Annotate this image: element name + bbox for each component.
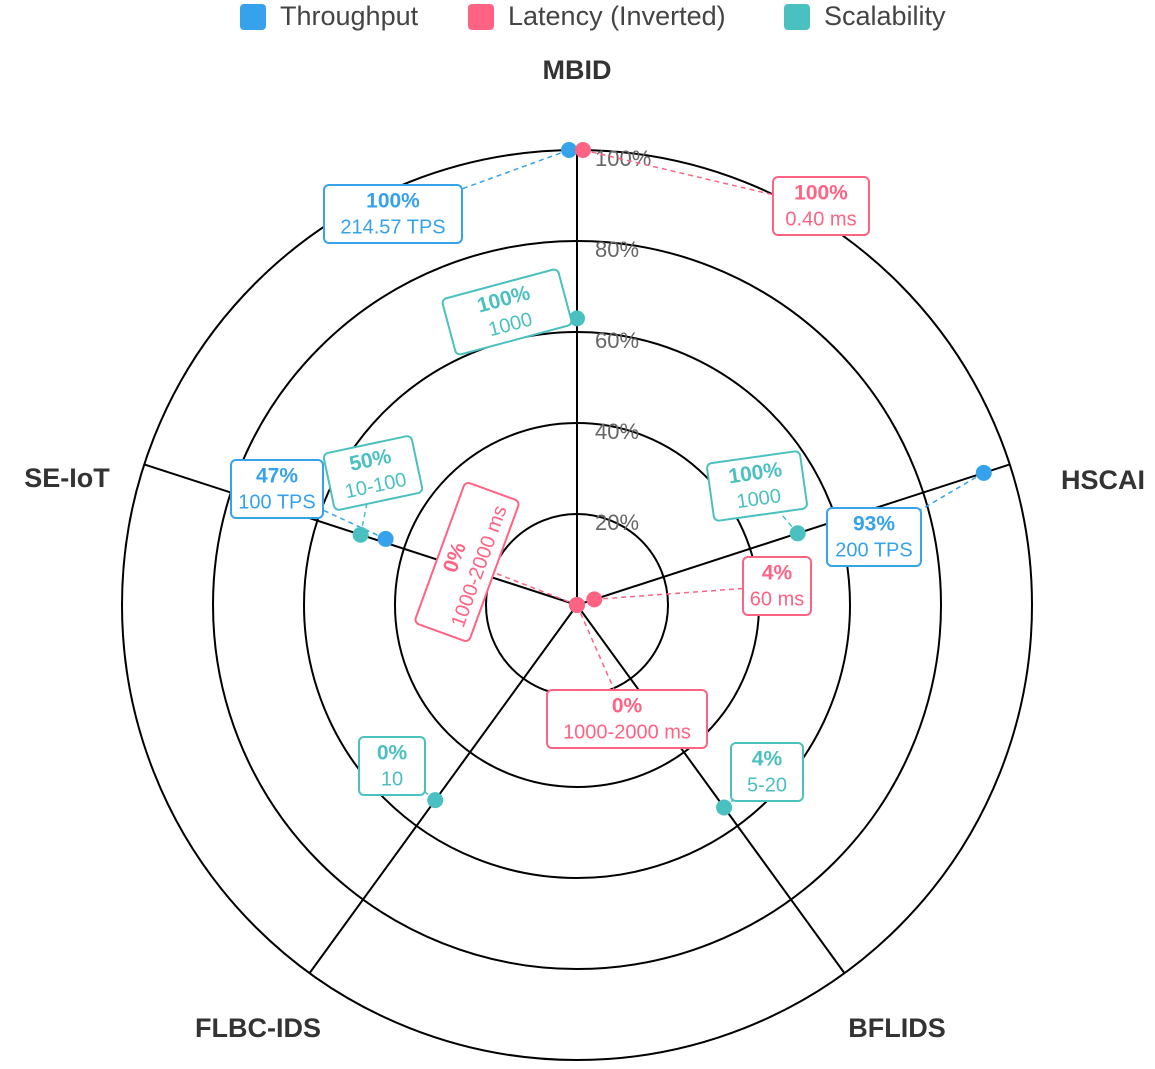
tick-label: 60% [595, 328, 639, 353]
label-box [414, 482, 520, 642]
value-label: 47% 100 TPS [230, 459, 324, 519]
label-detail: 5-20 [747, 774, 787, 796]
leader-line [466, 561, 578, 606]
label-detail: 1000-2000 ms [563, 721, 691, 743]
value-label: 50%10-100 [322, 435, 424, 511]
label-percent: 4% [752, 748, 783, 771]
label-box [730, 742, 804, 802]
value-label: 0% 1000-2000 ms [546, 689, 708, 749]
leader-line [594, 585, 778, 601]
category-label: MBID [543, 55, 612, 85]
data-point [561, 142, 577, 158]
label-percent: 0% [377, 742, 408, 765]
label-percent: 0% [612, 695, 643, 718]
data-point [789, 525, 806, 542]
label-percent: 100% [794, 182, 848, 205]
value-label: 100% 214.57 TPS [323, 184, 463, 244]
tick-label: 100% [595, 146, 651, 171]
label-box [706, 450, 808, 522]
label-box [358, 736, 426, 796]
label-percent: 47% [256, 465, 298, 488]
data-point [377, 530, 394, 547]
legend-label: Throughput [280, 1, 419, 31]
tick-label: 40% [595, 419, 639, 444]
data-point [427, 792, 444, 809]
value-label: 100%1000 [706, 450, 808, 522]
leader-line [582, 149, 822, 207]
label-box [826, 507, 922, 567]
legend-swatch [468, 4, 494, 30]
value-label: 4% 60 ms [742, 556, 812, 616]
value-label: 0%10 [358, 736, 426, 796]
label-percent: 93% [853, 513, 895, 536]
label-percent: 100% [366, 190, 420, 213]
label-detail: 60 ms [750, 588, 804, 610]
label-box [230, 459, 324, 519]
value-label: 4% 5-20 [730, 742, 804, 802]
tick-label: 20% [595, 510, 639, 535]
label-box [441, 268, 573, 356]
category-label: FLBC-IDS [195, 1013, 321, 1043]
legend-swatch [784, 4, 810, 30]
value-label: 0%1000-2000 ms [414, 482, 520, 642]
label-box [772, 176, 870, 236]
data-point [352, 526, 369, 543]
data-point [575, 142, 591, 158]
category-label: SE-IoT [24, 463, 110, 493]
label-box [322, 435, 424, 511]
value-label: 100%1000 [441, 268, 573, 356]
data-point [569, 597, 585, 613]
label-detail: 214.57 TPS [340, 216, 445, 238]
label-box [742, 556, 812, 616]
category-label: HSCAI [1061, 465, 1145, 495]
data-point [586, 591, 603, 608]
value-label: 93% 200 TPS [826, 507, 922, 567]
label-detail: 0.40 ms [785, 208, 856, 230]
value-label: 100% 0.40 ms [772, 176, 870, 236]
spoke [576, 604, 846, 974]
leader-line [873, 472, 985, 538]
label-detail: 200 TPS [835, 539, 912, 561]
label-box [546, 689, 708, 749]
legend-label: Scalability [824, 1, 946, 31]
tick-label: 80% [595, 237, 639, 262]
label-detail: 100 TPS [238, 491, 315, 513]
category-label: BFLIDS [848, 1013, 946, 1043]
data-point [716, 799, 733, 816]
spoke [308, 604, 578, 974]
label-box [323, 184, 463, 244]
label-detail: 10 [381, 768, 403, 790]
legend-swatch [240, 4, 266, 30]
label-percent: 4% [762, 562, 793, 585]
data-point [975, 464, 992, 481]
data-point [569, 310, 585, 327]
legend-label: Latency (Inverted) [508, 1, 726, 31]
